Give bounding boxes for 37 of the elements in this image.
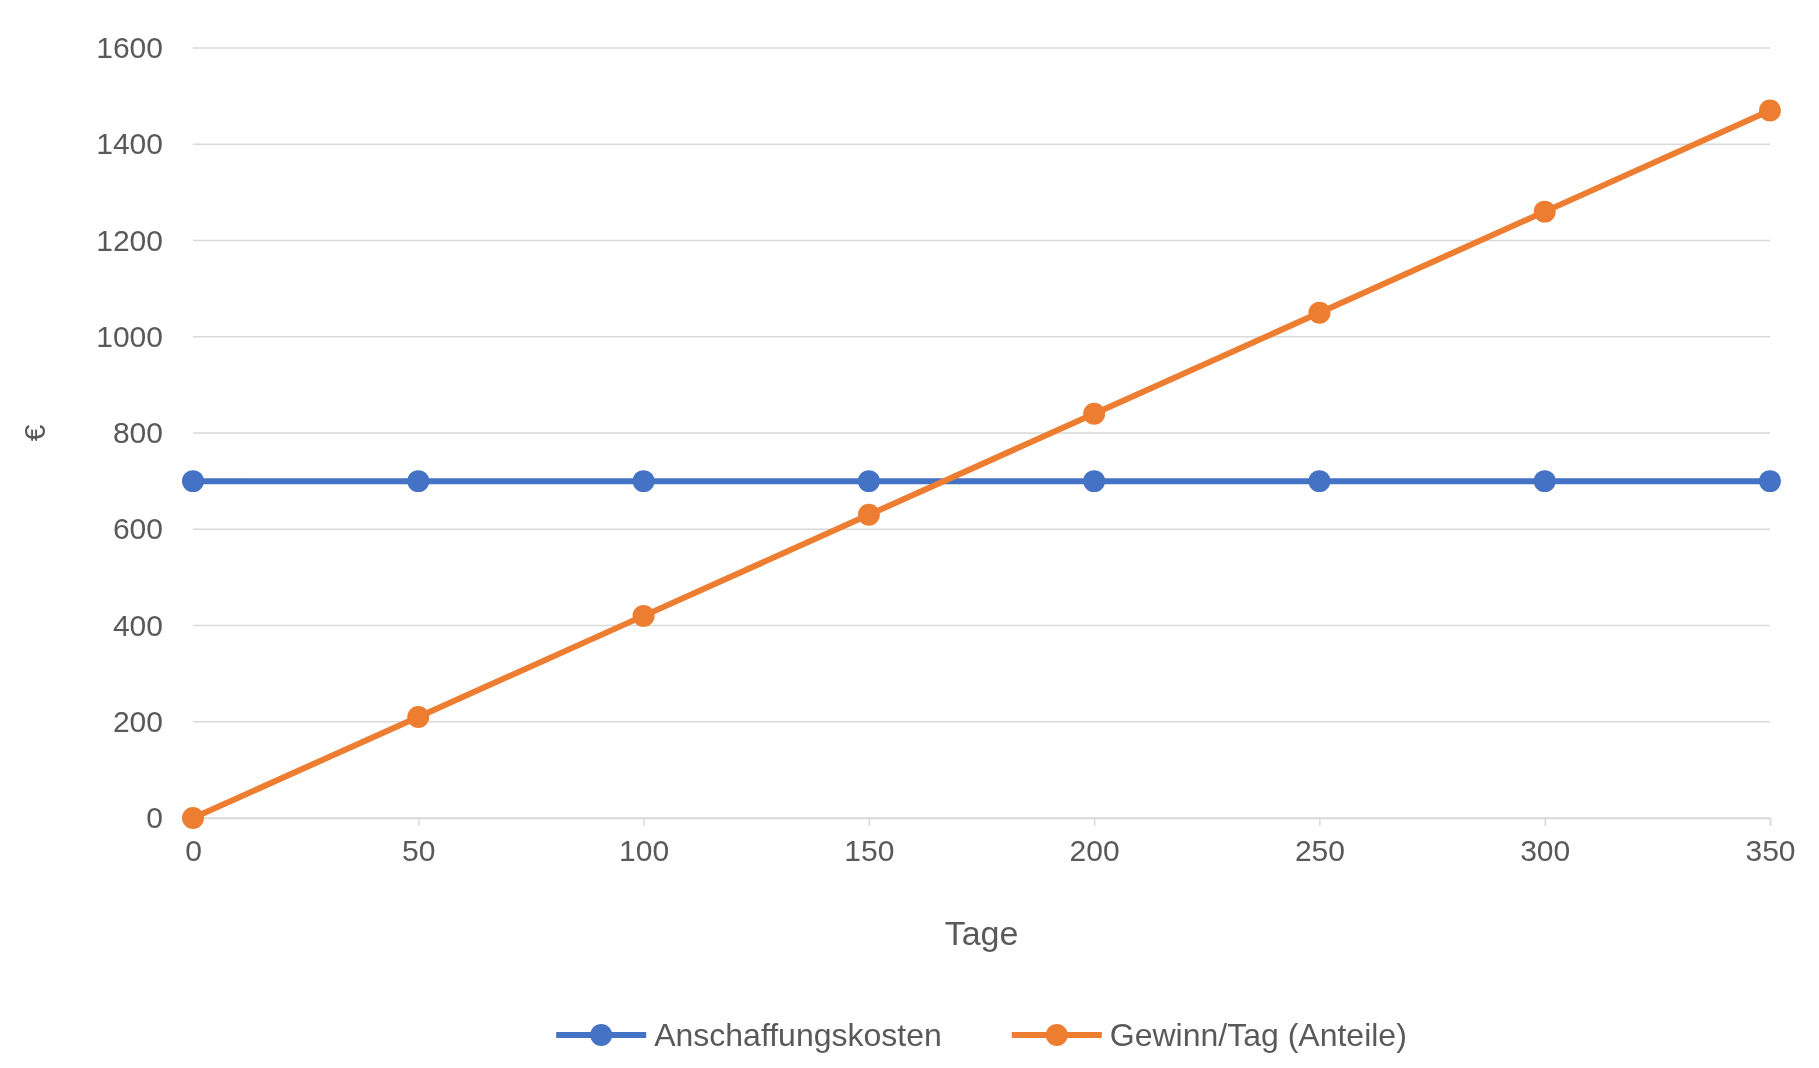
point [632,470,655,493]
y-tick-label: 1200 [96,223,163,257]
x-tick-label: 50 [402,834,436,868]
y-tick-label: 1000 [96,319,163,353]
point [407,470,430,493]
point [182,470,204,493]
legend-label: Anschaffungskosten [654,1017,942,1053]
x-tick-label: 0 [185,834,202,868]
point [857,470,880,493]
point [1533,470,1556,493]
x-tick-label: 300 [1520,834,1571,868]
point [632,604,655,627]
y-tick-label: 1400 [96,127,163,161]
point [1759,470,1781,493]
point [1533,200,1556,223]
y-axis-title: € [18,424,51,442]
y-tick-label: 800 [112,416,163,450]
y-tick-label: 1600 [96,31,163,65]
point [182,807,204,829]
y-tick-label: 200 [112,704,163,738]
x-tick-label: 150 [844,834,895,868]
point [1308,301,1331,324]
point [1308,470,1331,493]
x-tick-label: 250 [1294,834,1345,868]
point [407,705,430,728]
y-tick-label: 400 [112,608,163,642]
point [1083,470,1106,493]
point [1083,402,1106,425]
x-tick-label: 350 [1745,834,1796,868]
y-tick-label: 0 [146,801,163,835]
x-tick-label: 200 [1069,834,1120,868]
legend-label: Gewinn/Tag (Anteile) [1109,1017,1407,1053]
x-axis-title: Tage [944,914,1019,952]
point [857,503,880,526]
x-tick-label: 100 [619,834,670,868]
y-tick-label: 600 [112,512,163,546]
point [1759,99,1781,122]
